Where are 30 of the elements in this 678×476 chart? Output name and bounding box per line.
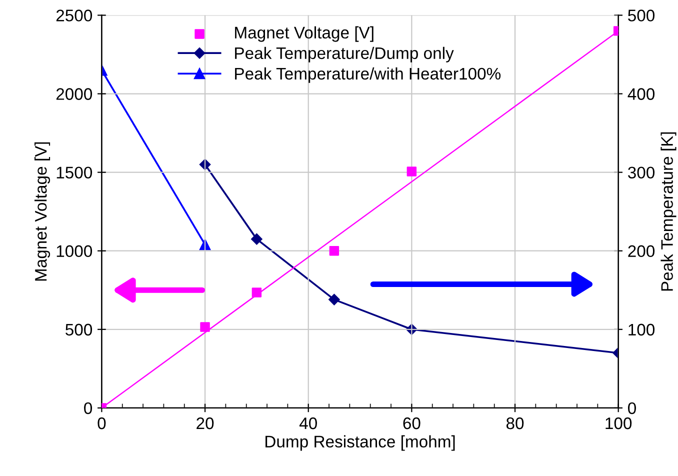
- x-tick-label: 80: [506, 417, 524, 430]
- y-tick-label: 500: [66, 324, 92, 336]
- y-tick-label: 1000: [56, 245, 92, 258]
- x-axis-title: Dump Resistance [mohm]: [266, 435, 455, 451]
- x-tick-label: 100: [606, 417, 632, 430]
- y2-tick-label: 200: [628, 245, 655, 258]
- y2-tick-label: 400: [628, 88, 655, 100]
- point: [252, 288, 262, 298]
- y2-axis-title: Peak Temperature [K]: [660, 132, 676, 291]
- y2-tick-label: 500: [628, 10, 655, 22]
- y-tick-label: 2000: [56, 88, 92, 100]
- legend-label: Peak Temperature/with Heater100%: [235, 67, 501, 83]
- x-tick-label: 0: [98, 417, 106, 430]
- point: [329, 246, 340, 256]
- point: [328, 294, 340, 306]
- y-tick-label: 2500: [56, 10, 92, 22]
- x-tick-label: 60: [403, 417, 420, 430]
- y-tick-label: 1500: [56, 166, 92, 179]
- y-tick-label: 0: [84, 402, 92, 414]
- point: [200, 322, 210, 332]
- point: [251, 233, 262, 245]
- x-tick-label: 40: [299, 417, 317, 430]
- y2-tick-label: 300: [628, 166, 655, 179]
- y2-tick-label: 0: [628, 402, 636, 414]
- y-axis-title: Magnet Voltage [V]: [34, 142, 50, 281]
- legend-label: Peak Temperature/Dump only: [235, 46, 454, 62]
- x-tick-label: 20: [196, 417, 214, 430]
- legend-label: Magnet Voltage [V]: [235, 26, 374, 42]
- point: [406, 166, 417, 176]
- y2-tick-label: 100: [628, 324, 655, 336]
